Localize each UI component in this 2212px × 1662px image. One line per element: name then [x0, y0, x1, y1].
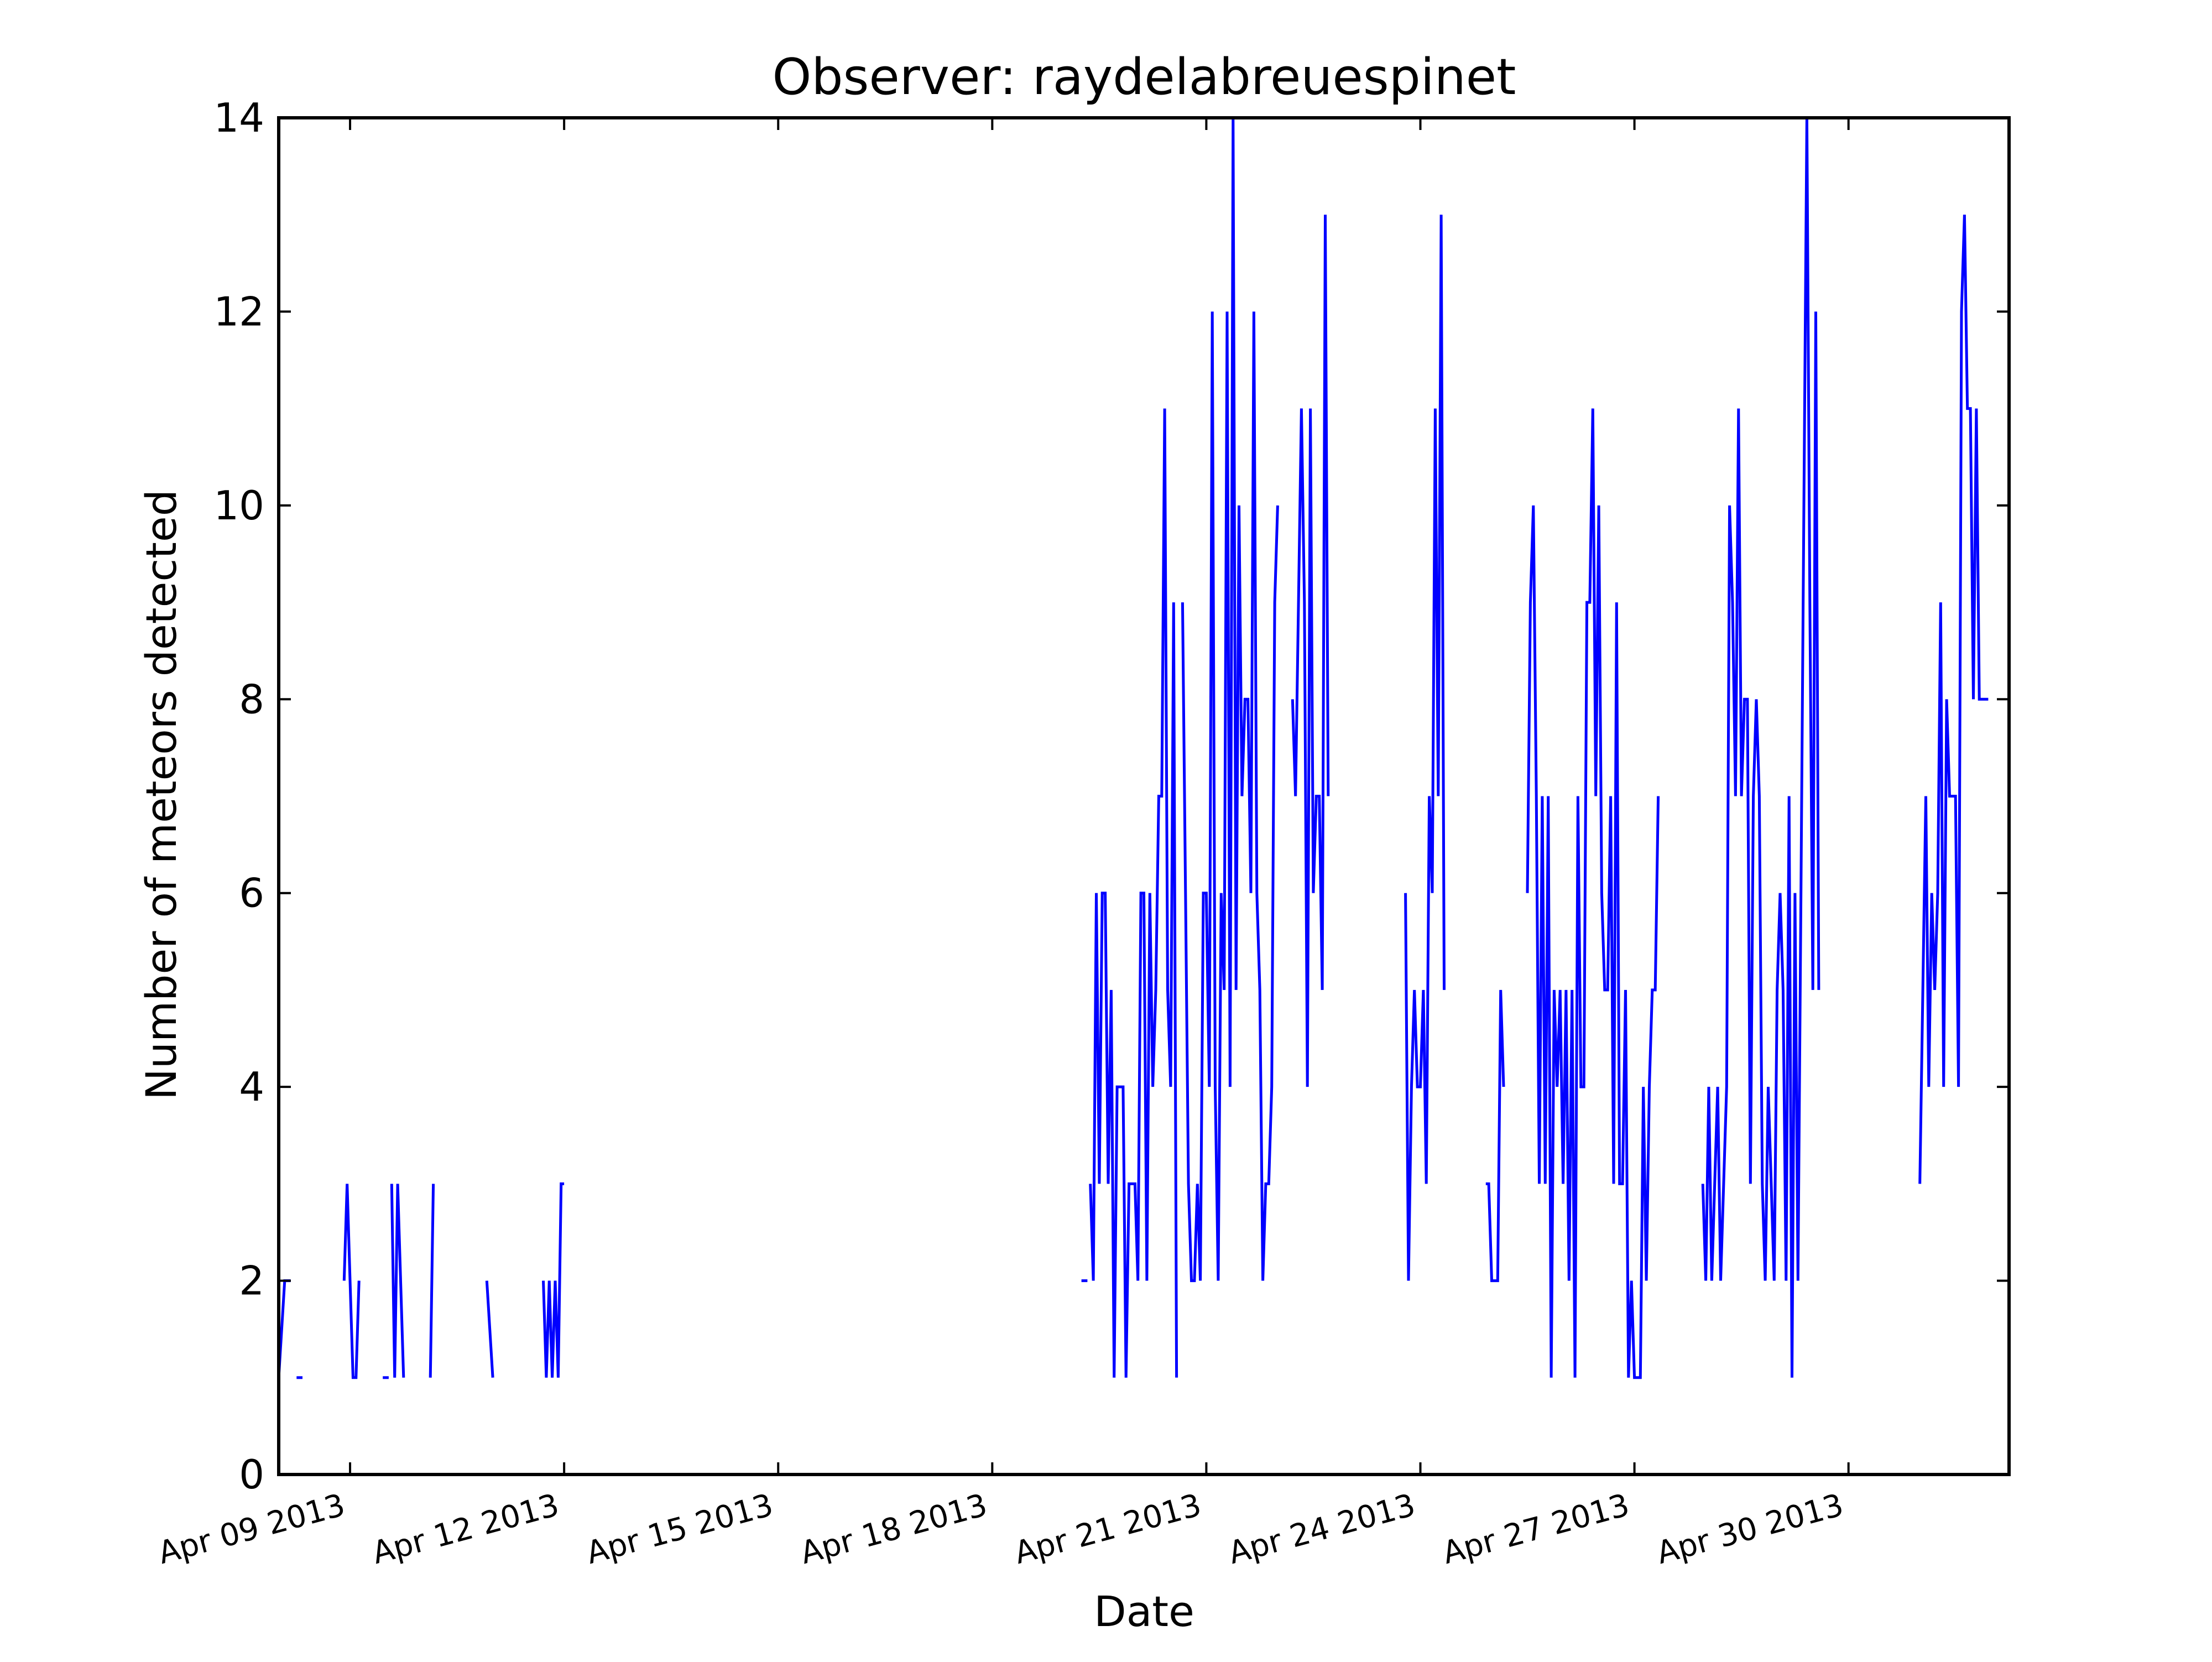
series-line-segment [390, 1184, 405, 1378]
y-tick-label: 12 [213, 288, 264, 335]
y-tick-label: 4 [239, 1064, 264, 1110]
x-tick-label: Apr 09 2013 [154, 1487, 348, 1571]
x-tick-label: Apr 12 2013 [368, 1487, 562, 1571]
y-tick-label: 6 [239, 870, 264, 916]
series-line-segment [1485, 989, 1505, 1283]
series-line-segment [1701, 117, 1820, 1378]
x-tick-label: Apr 30 2013 [1653, 1487, 1847, 1571]
series-line-segment [1181, 117, 1279, 1283]
y-tick-label: 10 [213, 482, 264, 529]
series-line-segment [1526, 408, 1660, 1379]
series-line-segment [1291, 215, 1330, 1087]
x-tick-label: Apr 21 2013 [1011, 1487, 1205, 1571]
series-line-segment [485, 1280, 494, 1378]
x-tick-label: Apr 27 2013 [1439, 1487, 1633, 1571]
series-line-segment [1089, 408, 1178, 1378]
x-axis-label: Date [1094, 1587, 1194, 1636]
x-tick-label: Apr 24 2013 [1225, 1487, 1419, 1571]
y-tick-label: 14 [213, 95, 264, 141]
series-line-segment [542, 1182, 565, 1378]
series-lines [277, 117, 1989, 1379]
series-line-segment [429, 1184, 435, 1378]
axis-ticks: 0 2 4 6 8 10 12 14 Apr 09 2013 Apr 12 2013 Apr 15 … [154, 95, 2009, 1571]
x-tick-label: Apr 18 2013 [797, 1487, 991, 1571]
y-tick-label: 2 [239, 1258, 264, 1304]
series-line-segment [277, 1279, 291, 1378]
y-tick-label: 0 [239, 1451, 264, 1498]
series-line-segment [1404, 215, 1446, 1281]
y-tick-label: 8 [239, 676, 264, 722]
y-axis-label: Number of meteors detected [137, 489, 186, 1100]
series-line-segment [342, 1184, 361, 1379]
x-tick-label: Apr 15 2013 [583, 1487, 777, 1571]
series-line-segment [1918, 215, 1989, 1184]
plot-area-frame [277, 116, 2011, 1476]
chart-title: Observer: raydelabreuespinet [773, 48, 1516, 106]
